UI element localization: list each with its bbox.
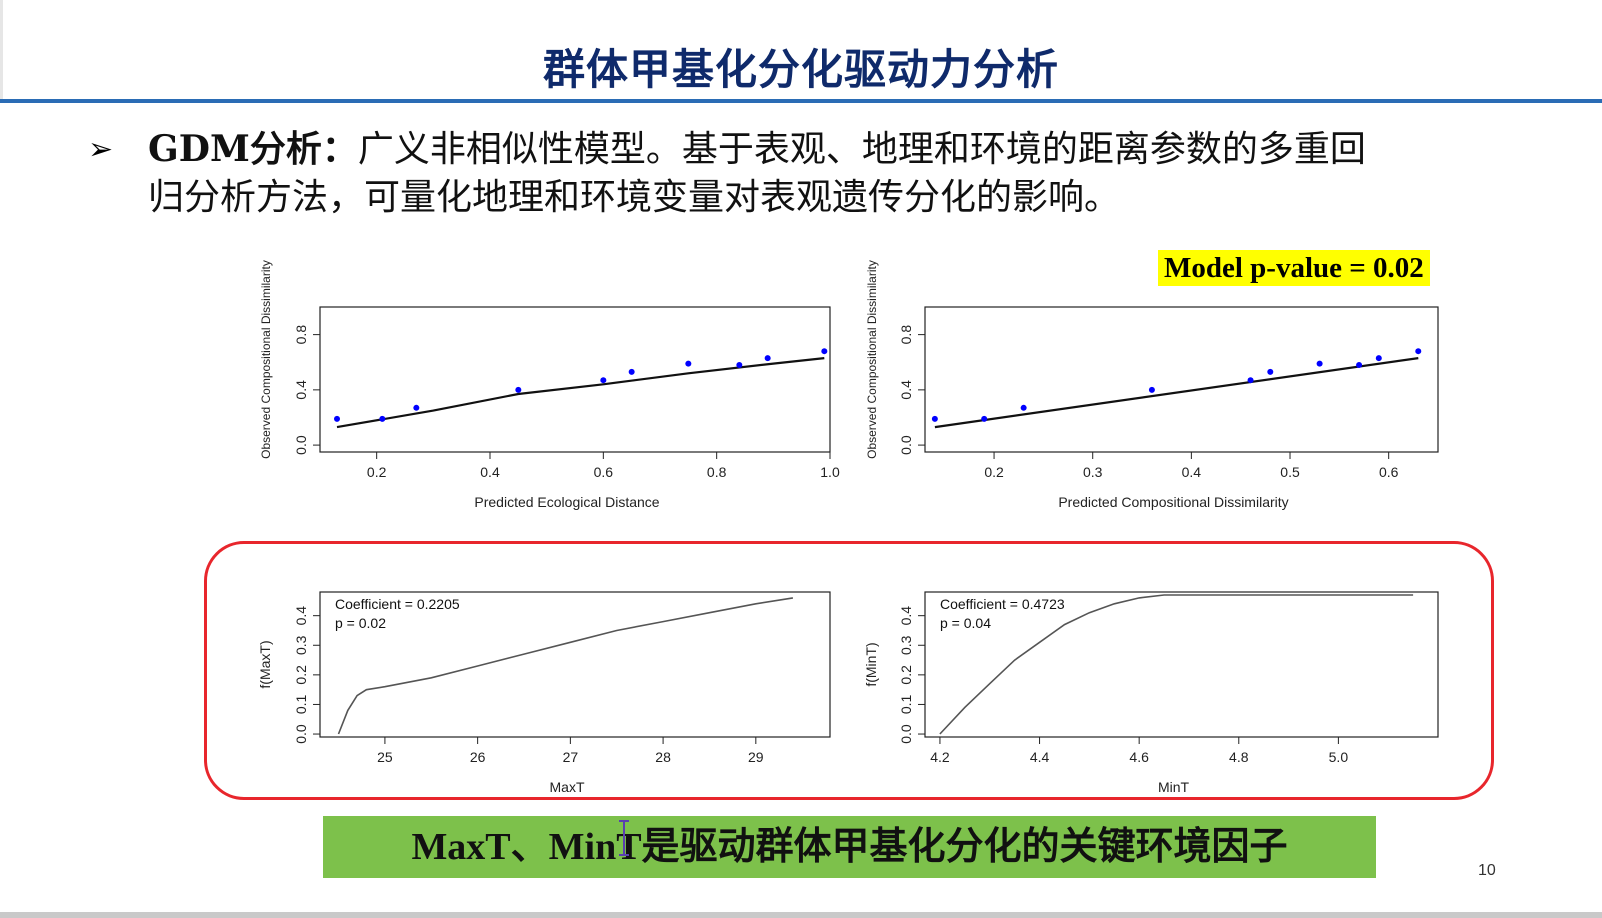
chart-annotation: Coefficient = 0.2205 <box>335 596 460 612</box>
y-tick-label: 0.1 <box>898 695 914 715</box>
y-axis-label: f(MaxT) <box>257 640 273 688</box>
x-axis-label: Predicted Compositional Dissimilarity <box>1058 494 1288 510</box>
y-tick-label: 0.4 <box>898 380 914 400</box>
data-point <box>379 415 386 422</box>
bullet-arrow-icon: ➢ <box>88 132 114 167</box>
y-tick-label: 0.0 <box>898 435 914 455</box>
data-point <box>515 386 522 393</box>
data-point <box>1415 348 1422 355</box>
data-point <box>1247 377 1254 384</box>
y-tick-label: 0.4 <box>293 606 309 626</box>
data-point <box>821 348 828 355</box>
chart-4: 4.2 4.4 4.6 4.8 5.0 0.0 0.1 0.2 0.3 0.4 MinT f(MinT… <box>863 591 1439 795</box>
x-tick-label: 25 <box>377 749 393 765</box>
y-tick-label: 0.8 <box>293 325 309 345</box>
y-tick-label: 0.3 <box>898 635 914 655</box>
data-point <box>600 377 607 384</box>
data-point <box>1020 404 1027 411</box>
x-tick-label: 5.0 <box>1329 749 1349 765</box>
x-tick-label: 29 <box>748 749 764 765</box>
bullet-paragraph: GDM分析：广义非相似性模型。基于表观、地理和环境的距离参数的多重回 归分析方法… <box>148 125 1508 222</box>
x-tick-label: 0.3 <box>1083 464 1103 480</box>
page-number: 10 <box>1478 862 1496 879</box>
x-tick-label: 0.2 <box>367 464 387 480</box>
y-tick-label: 0.2 <box>293 665 309 685</box>
x-tick-label: 0.5 <box>1280 464 1300 480</box>
data-point <box>1356 362 1363 368</box>
x-tick-label: 27 <box>563 749 579 765</box>
x-tick-label: 0.2 <box>984 464 1004 480</box>
chart-1: 0.2 0.4 0.6 0.8 1.0 0.0 0.4 0.8 Predicted Ecolog… <box>259 260 840 510</box>
bottom-scroll-bar <box>0 912 1602 918</box>
x-tick-label: 0.4 <box>1182 464 1202 480</box>
x-axis-label: Predicted Ecological Distance <box>474 494 659 510</box>
chart-annotation: p = 0.04 <box>940 615 991 631</box>
fit-line <box>336 357 825 429</box>
x-tick-label: 0.6 <box>594 464 614 480</box>
data-point <box>1316 360 1323 367</box>
data-point <box>413 404 420 411</box>
data-point <box>1267 368 1274 375</box>
x-tick-label: 4.4 <box>1030 749 1050 765</box>
data-point <box>981 415 988 422</box>
data-point <box>931 415 938 422</box>
data-point <box>334 415 340 422</box>
data-point <box>685 360 692 367</box>
chart-annotation: p = 0.02 <box>335 615 386 631</box>
data-point <box>628 368 635 375</box>
y-tick-label: 0.1 <box>293 695 309 715</box>
plot-frame <box>319 306 831 453</box>
x-tick-label: 0.4 <box>480 464 500 480</box>
bullet-text-line1: 广义非相似性模型。基于表观、地理和环境的距离参数的多重回 <box>357 129 1366 170</box>
y-tick-label: 0.0 <box>293 724 309 744</box>
y-axis-label: f(MinT) <box>863 642 879 686</box>
response-curve <box>939 594 1414 735</box>
y-tick-label: 0.4 <box>898 606 914 626</box>
plot-frame <box>319 591 831 738</box>
model-pvalue-highlight: Model p-value = 0.02 <box>1158 250 1430 286</box>
x-tick-label: 4.8 <box>1229 749 1249 765</box>
chart-annotation: Coefficient = 0.4723 <box>940 596 1065 612</box>
data-point <box>736 362 743 368</box>
highlight-red-box <box>204 541 1494 800</box>
y-axis-label: Observed Compositional Dissimilarity <box>259 260 273 459</box>
data-point <box>764 355 771 362</box>
y-tick-label: 0.3 <box>293 635 309 655</box>
plot-frame <box>924 306 1439 453</box>
data-point <box>1148 386 1155 393</box>
conclusion-banner: MaxT、MinT是驱动群体甲基化分化的关键环境因子 <box>323 816 1376 878</box>
bullet-text-line2: 归分析方法，可量化地理和环境变量对表观遗传分化的影响。 <box>148 177 1121 218</box>
x-tick-label: 1.0 <box>820 464 840 480</box>
chart-3: 25 26 27 28 29 0.0 0.1 0.2 0.3 0.4 MaxT f(MaxT) Coef… <box>257 591 831 795</box>
y-tick-label: 0.8 <box>898 325 914 345</box>
x-axis-label: MinT <box>1158 779 1190 795</box>
x-axis-label: MaxT <box>550 779 585 795</box>
slide-title: 群体甲基化分化驱动力分析 <box>542 45 1059 94</box>
x-tick-label: 28 <box>655 749 671 765</box>
x-tick-label: 26 <box>470 749 486 765</box>
x-tick-label: 0.8 <box>707 464 727 480</box>
left-edge-line <box>0 0 3 100</box>
y-tick-label: 0.0 <box>293 435 309 455</box>
chart-2: 0.2 0.3 0.4 0.5 0.6 0.0 0.4 0.8 Predicted Compos… <box>865 260 1439 510</box>
x-tick-label: 4.6 <box>1129 749 1149 765</box>
x-tick-label: 0.6 <box>1379 464 1399 480</box>
y-tick-label: 0.2 <box>898 665 914 685</box>
text-cursor-icon <box>619 820 629 856</box>
data-point <box>1375 355 1382 362</box>
x-tick-label: 4.2 <box>930 749 950 765</box>
bullet-label: GDM分析： <box>148 128 358 170</box>
y-tick-label: 0.4 <box>293 380 309 400</box>
y-tick-label: 0.0 <box>898 724 914 744</box>
response-curve <box>337 597 794 735</box>
y-axis-label: Observed Compositional Dissimilarity <box>865 260 879 459</box>
plot-frame <box>924 591 1439 738</box>
title-underline <box>0 99 1602 103</box>
fit-line <box>934 357 1419 429</box>
